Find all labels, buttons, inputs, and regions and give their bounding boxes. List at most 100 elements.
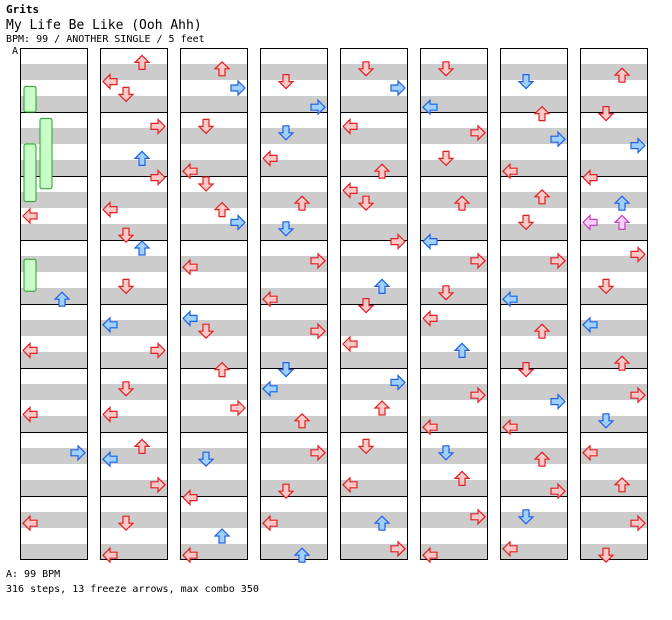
step-arrow [150,476,166,494]
step-arrow [277,483,295,500]
step-arrow [102,405,118,423]
beat-stripe [20,480,88,496]
freeze-arrow [23,143,37,203]
step-arrow [470,508,486,526]
beat-stripe [100,64,168,80]
beat-stripe [180,480,248,496]
step-arrow [582,444,598,462]
beat-stripe [180,192,248,208]
step-arrow [277,221,295,237]
beat-stripe [180,224,248,240]
step-arrow [502,418,518,436]
beat-stripe [500,384,568,400]
beat-stripe [580,352,648,368]
step-arrow [310,98,326,116]
step-arrow [390,233,406,251]
beat-stripe [340,416,408,432]
step-arrow [102,201,118,219]
step-arrow [213,361,231,378]
beat-stripe [100,256,168,272]
beat-stripe [20,320,88,336]
chart-column [180,48,248,560]
step-arrow [310,444,326,462]
step-arrow [613,476,631,493]
beat-stripe [340,512,408,528]
step-arrow [102,73,118,91]
beat-stripe [20,96,88,112]
step-arrow [550,393,566,411]
step-arrow [70,444,86,462]
step-arrow [117,515,135,532]
step-arrow [373,163,391,179]
freeze-arrow [23,85,37,113]
beat-stripe [100,384,168,400]
step-arrow [182,309,198,327]
beat-stripe [100,416,168,432]
beat-stripe [260,64,328,80]
beat-stripe [100,192,168,208]
beat-stripe [340,448,408,464]
beat-stripe [340,128,408,144]
step-arrow [277,362,295,378]
chart-column [500,48,568,560]
step-arrow [213,60,231,77]
step-arrow [373,400,391,416]
beat-stripe [500,448,568,464]
beat-stripe [20,64,88,80]
beat-stripe [340,160,408,176]
step-arrow [453,342,471,358]
step-arrow [582,169,598,187]
beat-stripe [420,480,488,496]
step-arrow [630,137,646,155]
beat-stripe [100,352,168,368]
step-arrow [550,482,566,500]
beat-stripe [20,544,88,560]
step-arrow [150,117,166,135]
step-arrow [582,316,598,334]
step-arrow [22,341,38,359]
beat-stripe [340,320,408,336]
beat-stripe [180,96,248,112]
beat-stripe [180,416,248,432]
step-arrow [517,509,535,525]
step-arrow [22,207,38,225]
beat-stripe [580,256,648,272]
step-arrow [310,322,326,340]
step-arrow [213,201,231,218]
chart-column [580,48,648,560]
beat-stripe [500,512,568,528]
step-arrow [262,514,278,532]
step-arrow [22,405,38,423]
step-arrow [550,130,566,148]
beat-stripe [420,352,488,368]
beat-stripe [580,224,648,240]
step-arrow [197,118,215,135]
step-arrow [373,515,391,531]
step-arrow [517,73,535,90]
artist-name: Grits [6,3,40,16]
step-arrow [502,290,518,308]
chart-column [260,48,328,560]
beat-stripe [420,224,488,240]
step-arrow [422,233,438,251]
beat-stripe [580,416,648,432]
beat-stripe [260,224,328,240]
beat-stripe [20,384,88,400]
step-arrow [213,528,231,544]
beat-stripe [20,128,88,144]
beat-stripe [340,96,408,112]
beat-stripe [500,192,568,208]
beat-stripe [100,160,168,176]
beat-stripe [20,352,88,368]
step-arrow [182,258,198,276]
step-arrow [470,252,486,270]
step-arrow [437,285,455,301]
song-title: My Life Be Like (Ooh Ahh) [6,18,202,33]
beat-stripe [180,352,248,368]
beat-stripe [420,288,488,304]
beat-stripe [260,128,328,144]
beat-stripe [340,224,408,240]
step-arrow [197,323,215,340]
step-arrow [502,540,518,558]
beat-stripe [260,160,328,176]
